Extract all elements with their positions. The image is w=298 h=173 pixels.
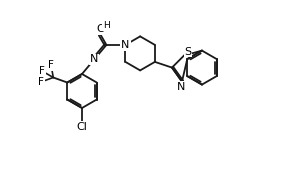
Text: Cl: Cl [77,122,87,132]
Text: N: N [121,40,130,50]
Text: F: F [48,60,54,70]
Text: F: F [38,77,44,87]
Text: H: H [103,21,110,30]
Text: O: O [96,25,105,34]
Text: F: F [39,66,45,76]
Text: S: S [184,47,192,57]
Text: N: N [177,82,185,92]
Text: N: N [90,54,98,65]
